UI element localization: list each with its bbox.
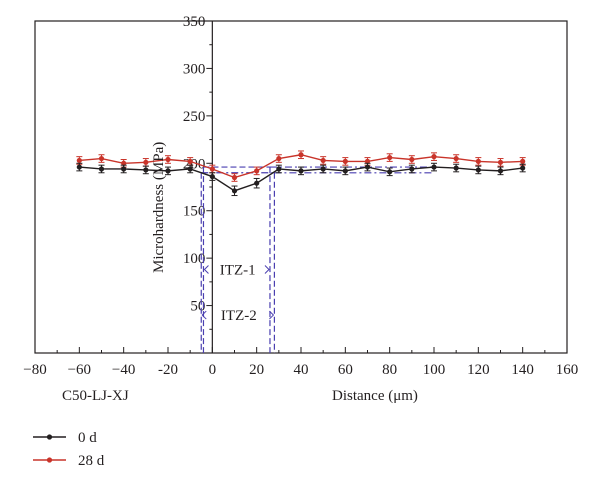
y-tick-label: 350: [183, 14, 206, 30]
sample-label: C50-LJ-XJ: [62, 388, 129, 404]
legend: 0 d 28 d: [33, 430, 105, 469]
data-point: [254, 168, 260, 174]
data-point: [520, 158, 526, 164]
x-tick-label: 100: [423, 362, 446, 378]
itz-label: ITZ-1: [220, 263, 256, 279]
data-point: [76, 157, 82, 164]
data-point: [187, 166, 193, 172]
data-point: [431, 164, 437, 170]
data-point: [231, 188, 238, 194]
itz-annotations: ITZ-1 ITZ-2: [200, 166, 434, 353]
data-point: [143, 167, 149, 173]
data-point: [387, 169, 393, 175]
data-point: [520, 165, 526, 171]
data-point: [98, 155, 105, 162]
data-point: [165, 168, 171, 174]
y-tick-label: 300: [183, 61, 206, 77]
data-point: [276, 166, 282, 172]
legend-label: 0 d: [78, 430, 97, 446]
series-0d: [76, 162, 526, 197]
data-point: [209, 166, 215, 172]
x-tick-label: 20: [249, 362, 264, 378]
itz-label: ITZ-2: [221, 308, 257, 324]
x-tick-label: 40: [294, 362, 309, 378]
legend-label: 28 d: [78, 453, 105, 469]
legend-marker: [46, 457, 53, 463]
y-tick-label: 150: [183, 204, 206, 220]
x-tick-label: −40: [112, 362, 135, 378]
x-tick-label: 0: [209, 362, 217, 378]
data-point: [165, 156, 171, 163]
itz-arrow-left: [203, 265, 209, 274]
x-tick-label: 140: [511, 362, 534, 378]
y-tick-label: 100: [183, 251, 206, 267]
x-tick-label: −60: [68, 362, 91, 378]
data-point: [364, 164, 371, 170]
y-axis-label: Microhardness (MPa): [151, 142, 167, 273]
data-point: [231, 174, 238, 181]
data-point: [320, 166, 326, 172]
data-point: [121, 160, 127, 166]
plot-frame: [34, 20, 568, 354]
data-point: [254, 180, 260, 186]
data-point: [475, 167, 481, 173]
data-point: [209, 173, 215, 180]
data-point: [121, 166, 127, 172]
series-28d: [76, 150, 526, 182]
data-point: [342, 158, 348, 164]
data-point: [453, 165, 459, 171]
data-point: [143, 159, 149, 165]
data-point: [98, 166, 105, 172]
data-point: [320, 157, 326, 164]
x-tick-label: −80: [23, 362, 46, 378]
x-tick-label: 160: [556, 362, 579, 378]
itz-arrow-right: [264, 265, 270, 274]
x-tick-label: 120: [467, 362, 490, 378]
data-point: [475, 158, 481, 164]
y-tick-label: 250: [183, 109, 206, 125]
data-point: [497, 159, 504, 165]
data-point: [276, 155, 282, 162]
series-layer: [76, 150, 526, 197]
x-tick-label: 80: [382, 362, 397, 378]
data-point: [298, 168, 304, 174]
x-axis-label: Distance (μm): [332, 388, 418, 404]
itz-arrow-left: [201, 310, 207, 320]
data-point: [431, 154, 437, 160]
itz-arrow-right: [269, 310, 275, 320]
data-point: [342, 168, 348, 174]
x-tick-label: 60: [338, 362, 353, 378]
data-point: [409, 156, 415, 163]
data-point: [298, 152, 304, 158]
data-point: [387, 154, 393, 161]
data-point: [364, 158, 371, 164]
legend-marker: [46, 434, 53, 440]
data-point: [187, 158, 193, 164]
data-point: [453, 155, 459, 162]
data-point: [76, 164, 82, 170]
axes: −80 −60 −40 -20 0 20 40 60 80 100 120 140 1605010015…: [23, 14, 578, 378]
data-point: [497, 168, 504, 174]
data-point: [409, 166, 415, 172]
x-tick-label: -20: [158, 362, 178, 378]
